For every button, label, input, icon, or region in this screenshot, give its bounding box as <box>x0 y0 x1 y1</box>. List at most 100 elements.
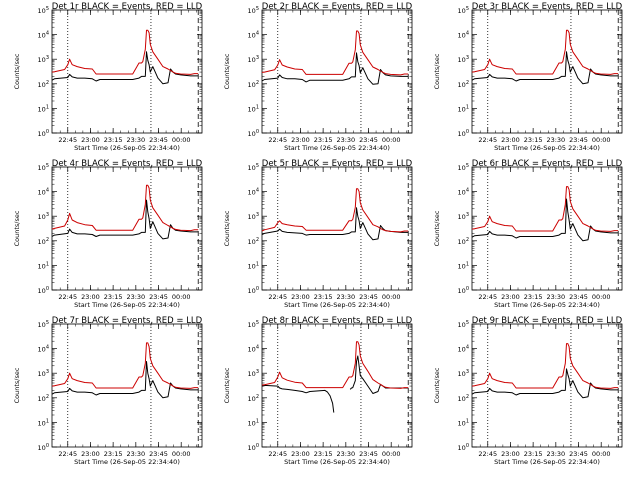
y-tick-label: 102 <box>38 394 49 403</box>
y-tick-label: 100 <box>248 443 259 452</box>
x-tick-label: 23:00 <box>291 293 310 301</box>
panel-3: Det 3r BLACK = Events, RED = LLD 100 101 10… <box>433 2 623 152</box>
y-tick-label: 102 <box>458 237 469 246</box>
plot-frame <box>261 9 413 134</box>
x-tick-label: 23:00 <box>81 136 100 144</box>
y-tick-label: 103 <box>248 369 259 378</box>
x-tick-label: 23:30 <box>126 136 145 144</box>
x-tick-label: 23:45 <box>569 293 588 301</box>
x-tick-label: 23:15 <box>314 450 333 458</box>
y-tick-label: 105 <box>38 6 49 15</box>
panel-title: Det 2r BLACK = Events, RED = LLD <box>262 2 413 12</box>
plot-frame <box>471 323 623 448</box>
y-tick-label: 104 <box>248 188 259 197</box>
y-tick-label: 105 <box>38 163 49 172</box>
x-axis-label: Start Time (26-Sep-05 22:34:40) <box>284 458 390 466</box>
y-tick-label: 102 <box>248 394 259 403</box>
y-tick-label: 103 <box>248 212 259 221</box>
x-tick-label: 23:30 <box>546 450 565 458</box>
x-tick-label: 00:00 <box>172 293 191 301</box>
plot-frame <box>471 166 623 291</box>
x-axis-label: Start Time (26-Sep-05 22:34:40) <box>74 144 180 152</box>
y-axis-label: Counts/sec <box>223 210 231 246</box>
x-tick-label: 22:45 <box>478 293 497 301</box>
x-tick-label: 22:45 <box>268 136 287 144</box>
y-tick-label: 102 <box>458 394 469 403</box>
x-tick-label: 23:15 <box>314 293 333 301</box>
y-tick-label: 104 <box>248 31 259 40</box>
events-series-line <box>261 52 409 85</box>
x-tick-label: 23:15 <box>524 136 543 144</box>
x-tick-label: 00:00 <box>382 293 401 301</box>
x-tick-label: 00:00 <box>592 136 611 144</box>
y-tick-label: 103 <box>458 55 469 64</box>
panel-5: Det 5r BLACK = Events, RED = LLD 100 101 10… <box>223 159 413 309</box>
y-tick-label: 100 <box>248 286 259 295</box>
events-series-line <box>261 355 409 413</box>
x-axis-label: Start Time (26-Sep-05 22:34:40) <box>494 458 600 466</box>
y-tick-label: 105 <box>248 320 259 329</box>
y-tick-label: 103 <box>38 55 49 64</box>
y-tick-label: 104 <box>458 345 469 354</box>
x-axis-label: Start Time (26-Sep-05 22:34:40) <box>284 301 390 309</box>
x-tick-label: 23:30 <box>336 136 355 144</box>
panel-title: Det 3r BLACK = Events, RED = LLD <box>472 2 623 12</box>
x-tick-label: 23:00 <box>81 293 100 301</box>
x-tick-label: 23:15 <box>104 293 123 301</box>
x-axis-label: Start Time (26-Sep-05 22:34:40) <box>494 144 600 152</box>
y-tick-label: 102 <box>38 80 49 89</box>
lld-series-line <box>261 188 409 233</box>
y-tick-label: 100 <box>458 286 469 295</box>
plot-frame <box>261 323 413 448</box>
panel-title: Det 5r BLACK = Events, RED = LLD <box>262 159 413 169</box>
x-tick-label: 23:30 <box>126 293 145 301</box>
x-tick-label: 23:15 <box>104 450 123 458</box>
x-tick-label: 22:45 <box>478 136 497 144</box>
panel-title: Det 1r BLACK = Events, RED = LLD <box>52 2 203 12</box>
x-tick-label: 23:45 <box>149 293 168 301</box>
lld-series-line <box>471 343 619 389</box>
x-tick-label: 23:00 <box>501 293 520 301</box>
x-tick-label: 00:00 <box>592 293 611 301</box>
x-tick-label: 23:45 <box>359 136 378 144</box>
lld-series-line <box>261 30 409 76</box>
x-tick-label: 23:00 <box>501 136 520 144</box>
panel-4: Det 4r BLACK = Events, RED = LLD 100 101 10… <box>13 159 203 309</box>
y-tick-label: 105 <box>458 163 469 172</box>
y-tick-label: 102 <box>248 80 259 89</box>
x-tick-label: 23:30 <box>336 293 355 301</box>
x-tick-label: 22:45 <box>268 450 287 458</box>
y-tick-label: 104 <box>458 31 469 40</box>
y-tick-label: 105 <box>458 6 469 15</box>
x-tick-label: 23:30 <box>546 136 565 144</box>
y-axis-label: Counts/sec <box>13 53 21 89</box>
x-tick-label: 23:00 <box>81 450 100 458</box>
x-tick-label: 23:00 <box>501 450 520 458</box>
panel-8: Det 8r BLACK = Events, RED = LLD 100 101 10… <box>223 316 413 466</box>
lld-series-line <box>471 186 619 232</box>
x-tick-label: 22:45 <box>58 450 77 458</box>
x-tick-label: 23:45 <box>359 450 378 458</box>
y-tick-label: 103 <box>248 55 259 64</box>
panel-title: Det 4r BLACK = Events, RED = LLD <box>52 159 203 169</box>
x-tick-label: 23:45 <box>359 293 378 301</box>
y-tick-label: 105 <box>458 320 469 329</box>
x-tick-label: 23:45 <box>149 136 168 144</box>
panel-9: Det 9r BLACK = Events, RED = LLD 100 101 10… <box>433 316 623 466</box>
panel-6: Det 6r BLACK = Events, RED = LLD 100 101 10… <box>433 159 623 309</box>
x-tick-label: 23:15 <box>104 136 123 144</box>
lld-series-line <box>471 29 619 75</box>
x-tick-label: 00:00 <box>382 450 401 458</box>
x-tick-label: 23:00 <box>291 136 310 144</box>
y-axis-label: Counts/sec <box>223 53 231 89</box>
x-tick-label: 23:00 <box>291 450 310 458</box>
x-tick-label: 23:45 <box>569 450 588 458</box>
y-tick-label: 102 <box>458 80 469 89</box>
y-tick-label: 100 <box>458 443 469 452</box>
y-tick-label: 101 <box>248 104 259 113</box>
y-tick-label: 104 <box>248 345 259 354</box>
x-tick-label: 22:45 <box>58 293 77 301</box>
panel-title: Det 7r BLACK = Events, RED = LLD <box>52 316 203 326</box>
x-tick-label: 23:15 <box>314 136 333 144</box>
